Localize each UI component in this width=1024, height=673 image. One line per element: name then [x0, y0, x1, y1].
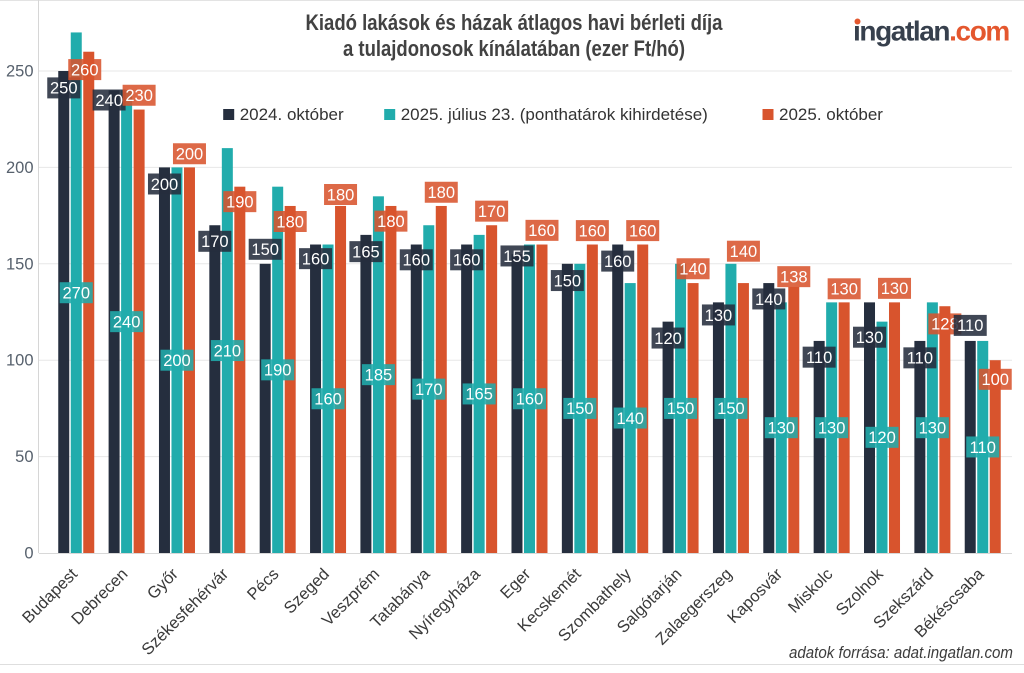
- svg-text:160: 160: [314, 391, 342, 409]
- svg-text:130: 130: [856, 329, 884, 347]
- svg-text:200: 200: [163, 352, 191, 370]
- svg-text:110: 110: [806, 349, 832, 367]
- svg-text:170: 170: [478, 203, 506, 221]
- svg-text:150: 150: [667, 400, 695, 418]
- svg-text:130: 130: [768, 419, 796, 437]
- svg-text:110: 110: [907, 350, 933, 368]
- svg-text:200: 200: [6, 159, 34, 177]
- svg-text:200: 200: [151, 176, 179, 194]
- svg-text:130: 130: [818, 419, 846, 437]
- svg-text:120: 120: [654, 330, 682, 348]
- svg-text:180: 180: [377, 213, 405, 231]
- svg-text:250: 250: [6, 63, 34, 81]
- svg-text:210: 210: [214, 342, 242, 360]
- svg-text:160: 160: [604, 253, 632, 271]
- svg-text:270: 270: [62, 285, 90, 303]
- svg-text:180: 180: [327, 186, 355, 204]
- svg-text:50: 50: [15, 448, 33, 466]
- svg-text:160: 160: [579, 222, 607, 240]
- svg-text:138: 138: [780, 268, 808, 286]
- svg-text:140: 140: [616, 410, 644, 428]
- svg-text:130: 130: [705, 307, 733, 325]
- svg-text:2025. október: 2025. október: [779, 105, 883, 124]
- svg-text:140: 140: [730, 243, 758, 261]
- svg-text:130: 130: [830, 281, 858, 299]
- svg-text:160: 160: [403, 252, 431, 270]
- svg-text:170: 170: [201, 233, 229, 251]
- svg-text:160: 160: [516, 391, 544, 409]
- svg-text:200: 200: [176, 146, 204, 164]
- svg-text:120: 120: [868, 429, 896, 447]
- svg-text:150: 150: [717, 400, 745, 418]
- svg-text:190: 190: [264, 362, 292, 380]
- svg-text:240: 240: [113, 313, 141, 331]
- svg-text:160: 160: [302, 250, 330, 268]
- svg-text:2024. október: 2024. október: [240, 105, 344, 124]
- svg-text:150: 150: [566, 400, 594, 418]
- svg-text:160: 160: [453, 252, 481, 270]
- svg-text:240: 240: [95, 92, 123, 110]
- svg-text:130: 130: [919, 419, 947, 437]
- svg-text:190: 190: [226, 193, 254, 211]
- svg-text:160: 160: [528, 222, 556, 240]
- svg-text:165: 165: [465, 386, 493, 404]
- svg-text:150: 150: [554, 272, 582, 290]
- svg-text:adatok forrása: adat.ingatlan.: adatok forrása: adat.ingatlan.com: [789, 643, 1013, 662]
- svg-text:170: 170: [415, 381, 443, 399]
- svg-text:140: 140: [679, 261, 707, 279]
- svg-text:165: 165: [352, 243, 380, 261]
- svg-text:2025. július 23. (ponthatárok: 2025. július 23. (ponthatárok kihirdetés…: [401, 105, 708, 124]
- svg-text:100: 100: [981, 371, 1009, 389]
- svg-text:250: 250: [50, 80, 78, 98]
- svg-text:100: 100: [6, 352, 34, 370]
- svg-text:ıngatlan.com: ıngatlan.com: [853, 16, 1009, 47]
- svg-text:150: 150: [251, 241, 279, 259]
- svg-text:155: 155: [503, 248, 531, 266]
- svg-text:Kiadó lakások és házak átlagos: Kiadó lakások és házak átlagos havi bérl…: [306, 10, 724, 35]
- svg-text:150: 150: [6, 255, 34, 273]
- svg-text:130: 130: [881, 280, 909, 298]
- svg-text:180: 180: [276, 213, 304, 231]
- svg-text:a tulajdonosok kínálatában (ez: a tulajdonosok kínálatában (ezer Ft/hó): [343, 36, 685, 61]
- svg-text:160: 160: [629, 222, 657, 240]
- svg-text:230: 230: [125, 87, 153, 105]
- svg-text:180: 180: [428, 184, 456, 202]
- svg-text:0: 0: [24, 545, 33, 563]
- svg-text:260: 260: [71, 61, 99, 79]
- svg-text:128: 128: [931, 316, 959, 334]
- svg-text:185: 185: [365, 366, 393, 384]
- svg-text:110: 110: [970, 439, 996, 457]
- svg-text:110: 110: [957, 317, 983, 335]
- svg-text:140: 140: [755, 291, 783, 309]
